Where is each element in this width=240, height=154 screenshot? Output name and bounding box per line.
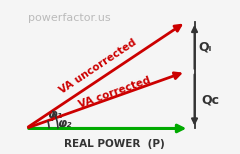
Text: Qₗ: Qₗ [198, 40, 211, 53]
Text: REAL POWER  (P): REAL POWER (P) [64, 139, 165, 149]
Text: powerfactor.us: powerfactor.us [28, 13, 110, 23]
Text: VA corrected: VA corrected [78, 75, 152, 110]
Text: φ₂: φ₂ [57, 117, 72, 130]
Text: Qc: Qc [202, 94, 220, 107]
Text: VA uncorrected: VA uncorrected [57, 37, 138, 96]
Text: φ₁: φ₁ [47, 108, 62, 121]
